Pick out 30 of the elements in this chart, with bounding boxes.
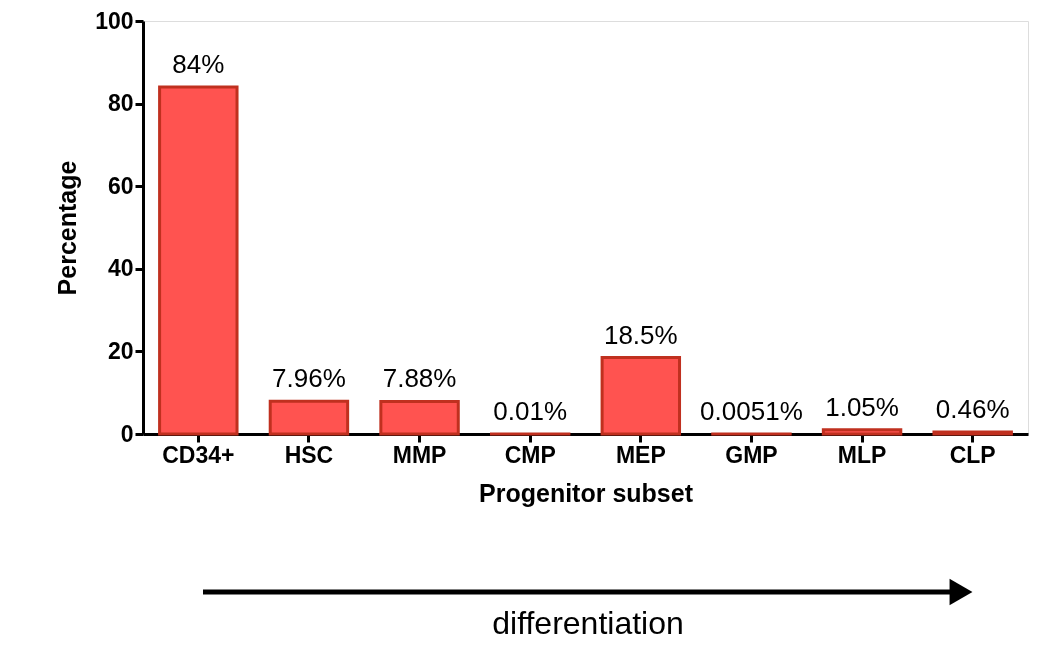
x-tick-label: CMP [504, 441, 556, 468]
y-tick-label: 20 [107, 337, 134, 364]
y-tick-label: 40 [107, 255, 134, 282]
x-tick-label: CLP [949, 441, 996, 468]
y-tick-label: 80 [107, 90, 134, 117]
x-tick-label: MEP [615, 441, 666, 468]
bar [268, 399, 350, 436]
data-label: 0.01% [493, 395, 568, 426]
data-label: 7.96% [272, 363, 346, 394]
x-tick-label: GMP [725, 441, 778, 468]
text: differentiation [492, 605, 684, 641]
y-tick-label: 60 [107, 172, 134, 199]
data-label: 0.0051% [700, 395, 803, 426]
data-label: 18.5% [603, 319, 678, 350]
x-tick-label: MLP [837, 441, 887, 468]
data-label: 1.05% [825, 391, 899, 422]
bar [158, 85, 239, 436]
x-tick-label: MMP [392, 441, 447, 468]
bar [821, 428, 903, 436]
bar [379, 399, 460, 436]
y-axis-title: Percentage [53, 160, 82, 296]
x-axis-title: Progenitor subset [479, 478, 694, 507]
data-label: 7.88% [382, 363, 457, 394]
data-label: 84% [172, 49, 225, 80]
y-tick-label: 100 [95, 7, 134, 34]
data-label: 0.46% [935, 394, 1010, 425]
x-tick-label: CD34+ [162, 441, 235, 468]
y-tick-label: 0 [120, 420, 134, 447]
x-tick-label: HSC [284, 441, 334, 468]
bar [600, 356, 682, 436]
